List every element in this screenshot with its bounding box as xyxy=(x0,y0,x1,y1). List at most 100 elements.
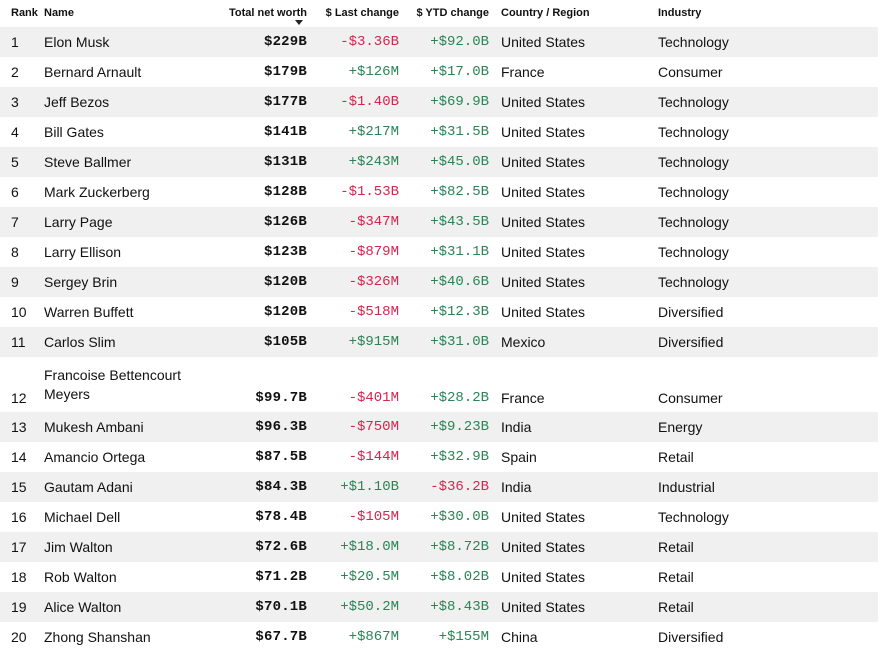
table-row[interactable]: 9 Sergey Brin $120B -$326M +$40.6B United Sta… xyxy=(0,267,878,297)
table-row[interactable]: 3 Jeff Bezos $177B -$1.40B +$69.9B United Sta… xyxy=(0,87,878,117)
name-cell: Michael Dell xyxy=(41,502,205,532)
net-worth-cell: $123B xyxy=(205,237,309,267)
table-row[interactable]: 18 Rob Walton $71.2B +$20.5M +$8.02B United S… xyxy=(0,562,878,592)
ytd-change-cell: +$30.0B xyxy=(401,502,491,532)
country-cell: United States xyxy=(491,297,658,327)
ytd-change-cell: +$45.0B xyxy=(401,147,491,177)
table-row[interactable]: 19 Alice Walton $70.1B +$50.2M +$8.43B United… xyxy=(0,592,878,622)
net-worth-header-label: Total net worth xyxy=(228,7,307,19)
industry-cell: Consumer xyxy=(658,57,878,87)
last-change-cell: +$217M xyxy=(309,117,401,147)
industry-cell: Energy xyxy=(658,412,878,442)
sort-descending-icon xyxy=(295,20,303,25)
industry-column-header[interactable]: Industry xyxy=(658,7,702,19)
country-cell: United States xyxy=(491,147,658,177)
last-change-cell: +$126M xyxy=(309,57,401,87)
table-row[interactable]: 16 Michael Dell $78.4B -$105M +$30.0B United … xyxy=(0,502,878,532)
table-row[interactable]: 14 Amancio Ortega $87.5B -$144M +$32.9B Spain… xyxy=(0,442,878,472)
rank-cell: 7 xyxy=(0,207,41,237)
net-worth-cell: $87.5B xyxy=(205,442,309,472)
country-cell: United States xyxy=(491,177,658,207)
ytd-change-cell: +$43.5B xyxy=(401,207,491,237)
rank-cell: 14 xyxy=(0,442,41,472)
net-worth-cell: $141B xyxy=(205,117,309,147)
last-change-cell: +$1.10B xyxy=(309,472,401,502)
rank-cell: 2 xyxy=(0,57,41,87)
table-row[interactable]: 1 Elon Musk $229B -$3.36B +$92.0B United Stat… xyxy=(0,27,878,57)
table-row[interactable]: 8 Larry Ellison $123B -$879M +$31.1B United S… xyxy=(0,237,878,267)
net-worth-cell: $99.7B xyxy=(205,357,309,412)
name-cell: Carlos Slim xyxy=(41,327,205,357)
table-row[interactable]: 5 Steve Ballmer $131B +$243M +$45.0B United S… xyxy=(0,147,878,177)
last-change-cell: +$20.5M xyxy=(309,562,401,592)
country-cell: China xyxy=(491,622,658,652)
country-cell: United States xyxy=(491,502,658,532)
name-cell: Gautam Adani xyxy=(41,472,205,502)
name-cell: Mukesh Ambani xyxy=(41,412,205,442)
last-change-column-header[interactable]: $ Last change xyxy=(325,7,399,19)
last-change-cell: -$105M xyxy=(309,502,401,532)
ytd-change-column-header[interactable]: $ YTD change xyxy=(416,7,489,19)
industry-cell: Technology xyxy=(658,177,878,207)
table-row[interactable]: 12 Francoise Bettencourt Meyers $99.7B -$40… xyxy=(0,357,878,412)
industry-cell: Technology xyxy=(658,87,878,117)
industry-cell: Technology xyxy=(658,207,878,237)
last-change-cell: -$518M xyxy=(309,297,401,327)
industry-cell: Retail xyxy=(658,592,878,622)
country-cell: United States xyxy=(491,237,658,267)
table-row[interactable]: 13 Mukesh Ambani $96.3B -$750M +$9.23B India E… xyxy=(0,412,878,442)
name-cell: Larry Page xyxy=(41,207,205,237)
country-cell: United States xyxy=(491,207,658,237)
industry-cell: Retail xyxy=(658,562,878,592)
name-column-header[interactable]: Name xyxy=(44,7,74,19)
industry-cell: Technology xyxy=(658,237,878,267)
net-worth-cell: $177B xyxy=(205,87,309,117)
table-row[interactable]: 15 Gautam Adani $84.3B +$1.10B -$36.2B India I… xyxy=(0,472,878,502)
rank-cell: 5 xyxy=(0,147,41,177)
country-cell: United States xyxy=(491,267,658,297)
name-cell: Sergey Brin xyxy=(41,267,205,297)
table-row[interactable]: 20 Zhong Shanshan $67.7B +$867M +$155M China D… xyxy=(0,622,878,652)
net-worth-cell: $229B xyxy=(205,27,309,57)
country-cell: United States xyxy=(491,87,658,117)
industry-cell: Diversified xyxy=(658,327,878,357)
ytd-change-cell: -$36.2B xyxy=(401,472,491,502)
industry-cell: Technology xyxy=(658,117,878,147)
country-cell: United States xyxy=(491,117,658,147)
net-worth-column-header[interactable]: Total net worth xyxy=(205,0,309,27)
table-row[interactable]: 2 Bernard Arnault $179B +$126M +$17.0B France… xyxy=(0,57,878,87)
net-worth-cell: $70.1B xyxy=(205,592,309,622)
last-change-cell: -$3.36B xyxy=(309,27,401,57)
name-cell: Zhong Shanshan xyxy=(41,622,205,652)
name-cell: Elon Musk xyxy=(41,27,205,57)
name-cell: Warren Buffett xyxy=(41,297,205,327)
industry-cell: Diversified xyxy=(658,297,878,327)
ytd-change-cell: +$8.43B xyxy=(401,592,491,622)
rank-column-header[interactable]: Rank xyxy=(11,7,38,19)
net-worth-cell: $128B xyxy=(205,177,309,207)
table-row[interactable]: 10 Warren Buffett $120B -$518M +$12.3B United… xyxy=(0,297,878,327)
net-worth-cell: $126B xyxy=(205,207,309,237)
industry-cell: Retail xyxy=(658,532,878,562)
name-cell: Rob Walton xyxy=(41,562,205,592)
net-worth-cell: $67.7B xyxy=(205,622,309,652)
name-cell: Jeff Bezos xyxy=(41,87,205,117)
net-worth-cell: $120B xyxy=(205,297,309,327)
table-row[interactable]: 7 Larry Page $126B -$347M +$43.5B United Stat… xyxy=(0,207,878,237)
rank-cell: 1 xyxy=(0,27,41,57)
table-row[interactable]: 11 Carlos Slim $105B +$915M +$31.0B Mexico Div… xyxy=(0,327,878,357)
rank-cell: 3 xyxy=(0,87,41,117)
industry-cell: Industrial xyxy=(658,472,878,502)
rank-cell: 12 xyxy=(0,357,41,412)
net-worth-cell: $72.6B xyxy=(205,532,309,562)
table-row[interactable]: 17 Jim Walton $72.6B +$18.0M +$8.72B United S… xyxy=(0,532,878,562)
table-row[interactable]: 6 Mark Zuckerberg $128B -$1.53B +$82.5B Unite… xyxy=(0,177,878,207)
net-worth-cell: $105B xyxy=(205,327,309,357)
table-row[interactable]: 4 Bill Gates $141B +$217M +$31.5B United Stat… xyxy=(0,117,878,147)
industry-cell: Consumer xyxy=(658,357,878,412)
rank-cell: 13 xyxy=(0,412,41,442)
rank-cell: 17 xyxy=(0,532,41,562)
country-column-header[interactable]: Country / Region xyxy=(501,7,590,19)
last-change-cell: -$347M xyxy=(309,207,401,237)
net-worth-cell: $120B xyxy=(205,267,309,297)
